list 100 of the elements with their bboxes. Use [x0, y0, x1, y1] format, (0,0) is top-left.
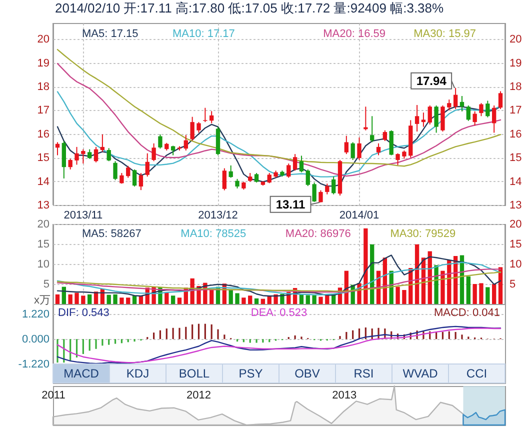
y2-tick-label: 19 [510, 57, 522, 70]
candlestick [113, 160, 118, 181]
candlestick [286, 163, 291, 178]
candlestick [447, 99, 452, 111]
y-tick-label: 13 [37, 200, 50, 212]
y-tick-label: 10 [37, 258, 50, 270]
candlestick [120, 172, 124, 184]
candlestick [472, 110, 477, 126]
text: MA20: 16.59 [323, 28, 386, 40]
candlestick [318, 190, 323, 203]
text: RSI [354, 366, 374, 380]
bar [235, 293, 240, 304]
y2-tick-label: 13 [510, 200, 522, 212]
y2-tick-label: 15 [510, 152, 522, 164]
candlestick [210, 110, 214, 124]
y-tick-label: 1.220 [22, 308, 50, 321]
x-tick-label: 2014/01 [339, 210, 380, 222]
bar [306, 295, 310, 304]
chart-title: 2014/02/10 开:17.11 高:17.80 低:17.05 收:17.72 量:92409 幅:3.38% [55, 0, 444, 16]
candlestick [88, 148, 92, 160]
text: MA10: 78525 [180, 228, 246, 240]
bar [260, 298, 266, 304]
bar [81, 296, 86, 304]
candlestick [396, 152, 400, 166]
bar [55, 294, 60, 304]
candlestick [292, 154, 298, 172]
candlestick [138, 172, 144, 191]
y-tick-label: 20 [37, 34, 50, 46]
candlestick [428, 104, 432, 125]
bar [492, 284, 496, 304]
text: MA5: 17.15 [82, 28, 138, 40]
y2-tick-label: 16 [510, 128, 522, 140]
bar [318, 296, 323, 304]
y-tick-label: 15 [37, 238, 50, 250]
y2-tick-label: 17 [510, 104, 522, 117]
text: PSY [238, 366, 263, 380]
candlestick [254, 172, 259, 183]
bar [74, 292, 79, 304]
text: CCI [466, 366, 488, 380]
y2-tick-label: 5 [510, 278, 516, 290]
bar [164, 292, 169, 304]
line-series [56, 62, 502, 177]
y2-tick-label: 20 [510, 34, 522, 46]
candlestick [344, 135, 348, 155]
bar [113, 294, 118, 304]
y-tick-label: 17 [37, 104, 50, 117]
x-tick-label: 2011 [42, 390, 66, 402]
y-tick-label: 15 [37, 152, 50, 164]
candlestick [106, 148, 111, 162]
candlestick [190, 116, 194, 142]
candlestick [440, 104, 445, 132]
bar [170, 296, 176, 304]
candlestick [267, 172, 272, 184]
candlestick [414, 104, 420, 132]
candlestick [68, 158, 72, 170]
candlestick [299, 155, 304, 173]
y2-tick-label: 15 [510, 238, 522, 250]
y2-tick-label: 18 [510, 81, 522, 94]
bar [274, 294, 278, 304]
line-series [56, 254, 502, 297]
candlestick [370, 116, 374, 143]
y-tick-label: -1.220 [18, 358, 50, 370]
bar [88, 294, 92, 304]
candlestick [331, 176, 336, 195]
bar [312, 295, 316, 304]
x-tick-label: 2013 [332, 390, 357, 402]
text: MA20: 86976 [285, 228, 351, 240]
candlestick [94, 146, 98, 163]
y-axis-title: x万 [34, 294, 50, 306]
bar [402, 290, 406, 304]
candlestick [100, 134, 105, 152]
candlestick [479, 102, 484, 117]
candlestick [453, 87, 458, 110]
candlestick [492, 104, 496, 134]
y2-tick-label: 20 [510, 218, 522, 230]
text: MA10: 17.17 [172, 28, 235, 40]
y-tick-label: 14 [37, 176, 50, 188]
line-series [56, 262, 502, 296]
bar [472, 284, 477, 304]
annotation: 13.11 [276, 197, 306, 212]
candlestick [357, 136, 362, 160]
text: WVAD [402, 366, 438, 380]
candlestick [203, 107, 208, 123]
candlestick [126, 165, 130, 178]
candlestick [460, 95, 464, 112]
text: MA30: 15.97 [414, 28, 476, 40]
bar [132, 296, 137, 304]
bar [486, 287, 490, 304]
x-tick-label: 2013/11 [64, 210, 103, 222]
y-tick-label: 16 [37, 128, 50, 140]
bar [210, 290, 214, 304]
bar [68, 294, 72, 304]
candlestick [350, 142, 355, 160]
y-tick-label: 19 [37, 57, 50, 70]
candlestick [222, 168, 227, 191]
candlestick [498, 90, 503, 110]
bar [248, 296, 252, 304]
line-series [56, 91, 502, 178]
bar [364, 228, 368, 304]
bar [254, 298, 259, 304]
